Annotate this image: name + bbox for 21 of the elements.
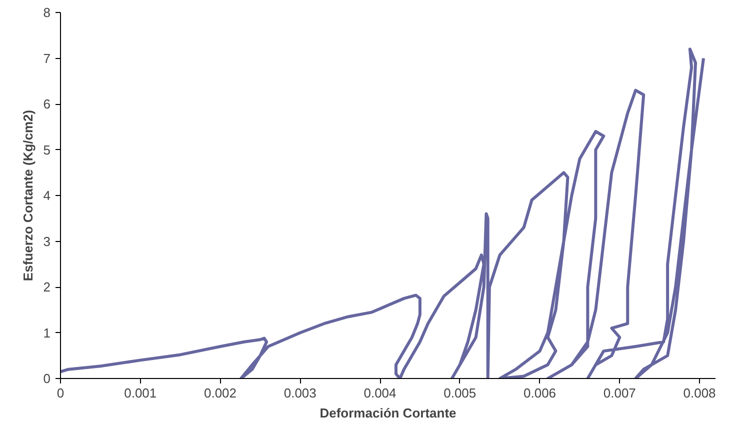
x-tick-label: 0.001 xyxy=(124,386,157,400)
x-tick-label: 0.008 xyxy=(683,386,716,400)
y-tick-label: 2 xyxy=(43,280,51,294)
line-series xyxy=(60,48,706,378)
y-tick-label: 1 xyxy=(43,325,51,340)
x-tick-label: 0.007 xyxy=(603,386,636,400)
y-tick-label: 3 xyxy=(43,234,51,249)
y-tick-label: 4 xyxy=(43,188,51,203)
y-tick-label: 8 xyxy=(43,5,51,20)
x-axis-title: Deformación Cortante xyxy=(320,406,456,420)
x-tick-label: 0.006 xyxy=(524,386,556,400)
y-tick-label: 0 xyxy=(43,371,51,386)
y-axis-title: Esfuerzo Cortante (Kg/cm2) xyxy=(20,110,36,282)
y-tick-label: 5 xyxy=(43,142,51,158)
y-tick-label: 6 xyxy=(43,96,51,112)
x-tick-label: 0.002 xyxy=(204,386,237,400)
x-tick-label: 0.003 xyxy=(284,386,316,400)
x-tick-label: 0.004 xyxy=(364,386,396,400)
x-tick-label: 0 xyxy=(56,386,64,400)
x-tick-label: 0.005 xyxy=(444,386,476,400)
y-tick-label: 7 xyxy=(43,50,51,66)
